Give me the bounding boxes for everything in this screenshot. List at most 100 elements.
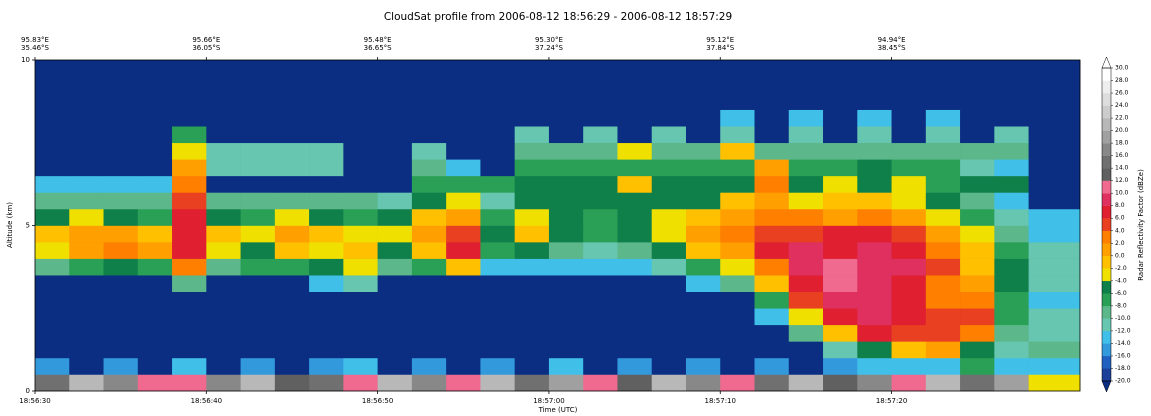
cell <box>103 159 139 177</box>
cell <box>35 357 70 375</box>
colorbar-tick-label: -18.0 <box>1115 365 1131 372</box>
cell <box>240 126 276 144</box>
colorbar-bin <box>1102 105 1111 119</box>
cell <box>925 208 961 226</box>
cell <box>823 357 858 375</box>
colorbar-bin <box>1102 268 1111 282</box>
cell <box>172 109 207 127</box>
cell <box>446 225 481 243</box>
cell <box>411 291 447 309</box>
cell <box>137 324 173 342</box>
cell <box>240 324 276 342</box>
cell <box>103 208 139 226</box>
cell <box>172 159 207 177</box>
cell <box>240 374 276 392</box>
cell <box>994 192 1029 210</box>
colorbar-tick-label: -2.0 <box>1115 265 1127 272</box>
cell <box>446 308 481 326</box>
colorbar-tick-label: -10.0 <box>1115 315 1131 322</box>
x-tick-label: 18:56:40 <box>191 397 222 405</box>
cell <box>480 76 515 94</box>
cell <box>343 324 378 342</box>
cell <box>69 341 104 359</box>
cell <box>480 258 515 276</box>
cell <box>960 126 995 144</box>
cell <box>274 109 310 127</box>
cell <box>823 109 858 127</box>
cell <box>1028 109 1081 127</box>
cell <box>925 275 961 292</box>
cell <box>69 258 104 276</box>
cell <box>480 60 515 77</box>
cell <box>240 242 276 259</box>
cell <box>172 242 207 259</box>
cell <box>206 258 241 276</box>
cell <box>548 159 584 177</box>
cell <box>69 126 104 144</box>
cell <box>309 93 344 110</box>
cell <box>137 308 173 326</box>
cell <box>377 76 413 94</box>
top-tick-lon: 95.66°E <box>192 36 220 44</box>
cell <box>617 208 653 226</box>
cell <box>480 357 515 375</box>
cell <box>137 175 173 193</box>
cell <box>617 258 653 276</box>
cell <box>583 291 618 309</box>
cell <box>994 126 1029 144</box>
colorbar-tick-label: 10.0 <box>1115 190 1129 197</box>
cell <box>891 208 927 226</box>
cell <box>754 308 790 326</box>
cell <box>137 159 173 177</box>
cell <box>514 93 550 110</box>
cell <box>240 76 276 94</box>
colorbar-tick-label: -20.0 <box>1115 378 1131 385</box>
cell <box>240 291 276 309</box>
colorbar-bin <box>1102 168 1111 181</box>
cell <box>960 208 995 226</box>
cell <box>891 109 927 127</box>
cell <box>446 175 481 193</box>
cell <box>548 126 584 144</box>
cell <box>411 208 447 226</box>
cell <box>274 93 310 110</box>
cell <box>480 192 515 210</box>
cell <box>446 258 481 276</box>
cell <box>343 60 378 77</box>
cell <box>651 308 687 326</box>
colorbar-bin <box>1102 280 1111 294</box>
cell <box>446 142 481 160</box>
cell <box>69 159 104 177</box>
cell <box>309 60 344 77</box>
cell <box>69 308 104 326</box>
cell <box>240 159 276 177</box>
cell <box>548 324 584 342</box>
cell <box>960 109 995 127</box>
cell <box>274 275 310 292</box>
cell <box>823 225 858 243</box>
cell <box>103 175 139 193</box>
cell <box>925 242 961 259</box>
cell <box>514 225 550 243</box>
cell <box>343 258 378 276</box>
cell <box>548 60 584 77</box>
cell <box>514 109 550 127</box>
cell <box>274 258 310 276</box>
cell <box>720 159 755 177</box>
cell <box>857 126 892 144</box>
cell <box>891 142 927 160</box>
cell <box>377 126 413 144</box>
cell <box>377 159 413 177</box>
cell <box>617 109 653 127</box>
cell <box>411 275 447 292</box>
colorbar-tick-label: 24.0 <box>1115 102 1129 109</box>
cell <box>514 341 550 359</box>
colorbar-bin <box>1102 343 1111 357</box>
cell <box>69 357 104 375</box>
cell <box>685 374 721 392</box>
cell <box>103 93 139 110</box>
cell <box>617 93 653 110</box>
colorbar-bin <box>1102 193 1111 206</box>
cell <box>103 357 139 375</box>
cell <box>274 242 310 259</box>
